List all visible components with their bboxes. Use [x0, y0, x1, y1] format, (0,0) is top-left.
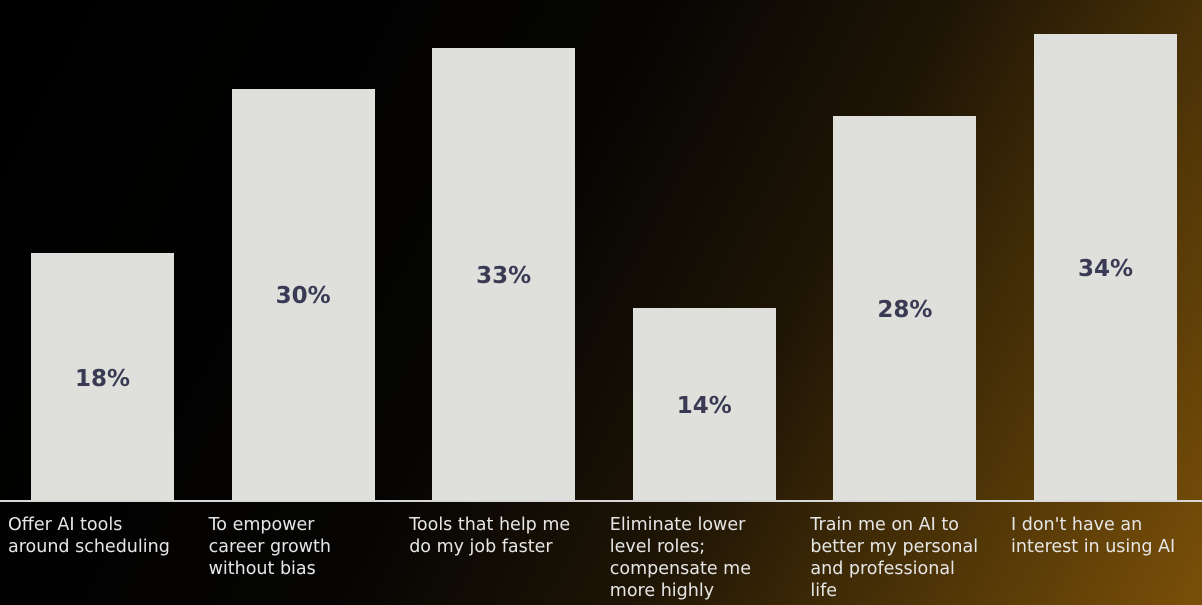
bar-5	[833, 116, 977, 500]
bar-value-label-5: 28%	[877, 297, 933, 324]
bar-3	[432, 47, 576, 500]
category-label-2: To empower career growth without bias	[208, 515, 331, 579]
bar-value-label-2: 30%	[275, 283, 331, 310]
category-label-6: I don't have an interest in using AI	[1011, 515, 1176, 557]
bar-6	[1034, 34, 1177, 500]
category-label-4: Eliminate lower level roles; compensate …	[609, 515, 751, 601]
bar-value-label-4: 14%	[676, 393, 732, 420]
bar-value-label-1: 18%	[74, 365, 131, 392]
category-label-5: Train me on AI to better my personal and…	[810, 515, 979, 601]
bar-4	[632, 308, 776, 500]
x-axis-line	[0, 500, 1202, 502]
category-label-1: Offer AI tools around scheduling	[8, 515, 170, 557]
bar-value-label-6: 34%	[1077, 256, 1134, 282]
bar-2	[231, 88, 375, 500]
category-label-3: Tools that help me do my job faster	[409, 515, 571, 557]
bar-value-label-3: 33%	[476, 262, 532, 289]
bar-1	[31, 253, 174, 500]
